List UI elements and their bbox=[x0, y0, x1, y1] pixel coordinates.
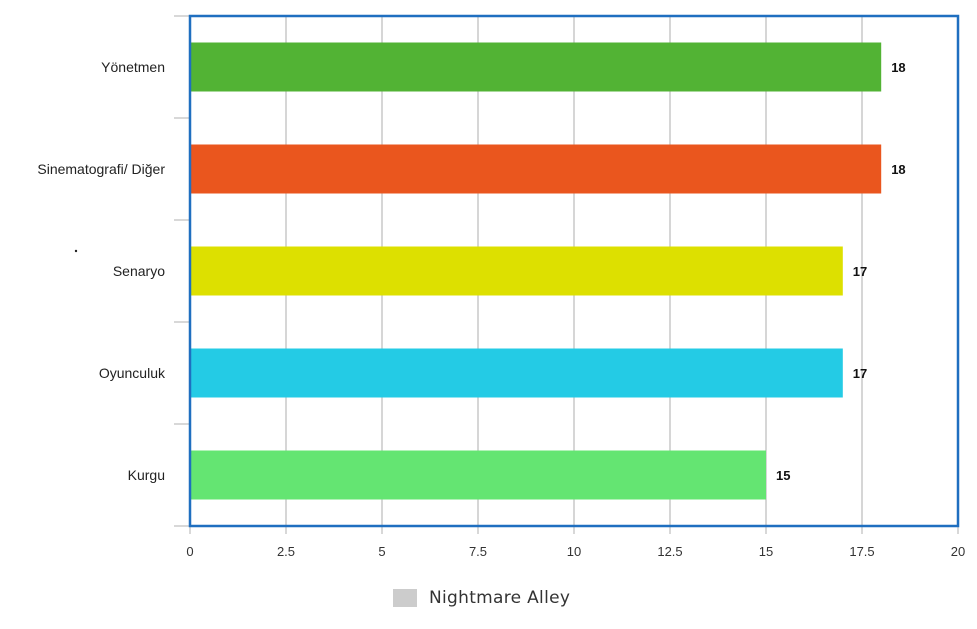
bar[interactable] bbox=[190, 246, 843, 296]
data-label: 17 bbox=[853, 366, 867, 381]
data-label: 15 bbox=[776, 468, 790, 483]
category-label: Yönetmen bbox=[101, 59, 165, 75]
x-tick-label: 15 bbox=[759, 544, 773, 559]
x-tick-label: 17.5 bbox=[849, 544, 874, 559]
plot-area-border bbox=[188, 14, 960, 528]
bars bbox=[190, 42, 882, 500]
x-tick-label: 0 bbox=[186, 544, 193, 559]
category-label: Oyunculuk bbox=[99, 365, 166, 381]
data-label: 17 bbox=[853, 264, 867, 279]
category-label: Kurgu bbox=[128, 467, 165, 483]
x-tick-label: 2.5 bbox=[277, 544, 295, 559]
category-label: Sinematografi/ Diğer bbox=[37, 161, 165, 177]
bar[interactable] bbox=[190, 42, 882, 92]
legend[interactable]: Nightmare Alley bbox=[393, 588, 570, 608]
data-label: 18 bbox=[891, 162, 905, 177]
x-tick-label: 5 bbox=[378, 544, 385, 559]
category-labels: Yönetmen Sinematografi/ Diğer Senaryo Oyunc… bbox=[37, 59, 166, 483]
x-tick-label: 10 bbox=[567, 544, 581, 559]
legend-label[interactable]: Nightmare Alley bbox=[429, 588, 571, 608]
data-label: 18 bbox=[891, 60, 905, 75]
legend-swatch[interactable] bbox=[393, 589, 417, 607]
bar[interactable] bbox=[190, 144, 882, 194]
category-label: Senaryo bbox=[113, 263, 165, 279]
x-axis-ticks: 0 2.5 5 7.5 10 12.5 15 17.5 20 bbox=[174, 15, 965, 559]
bar[interactable] bbox=[190, 450, 766, 500]
x-tick-label: 12.5 bbox=[657, 544, 682, 559]
x-tick-label: 7.5 bbox=[469, 544, 487, 559]
bar[interactable] bbox=[190, 348, 843, 398]
x-tick-label: 20 bbox=[951, 544, 965, 559]
data-labels: 18 18 17 17 15 bbox=[776, 60, 906, 483]
stray-dot bbox=[74, 249, 78, 253]
